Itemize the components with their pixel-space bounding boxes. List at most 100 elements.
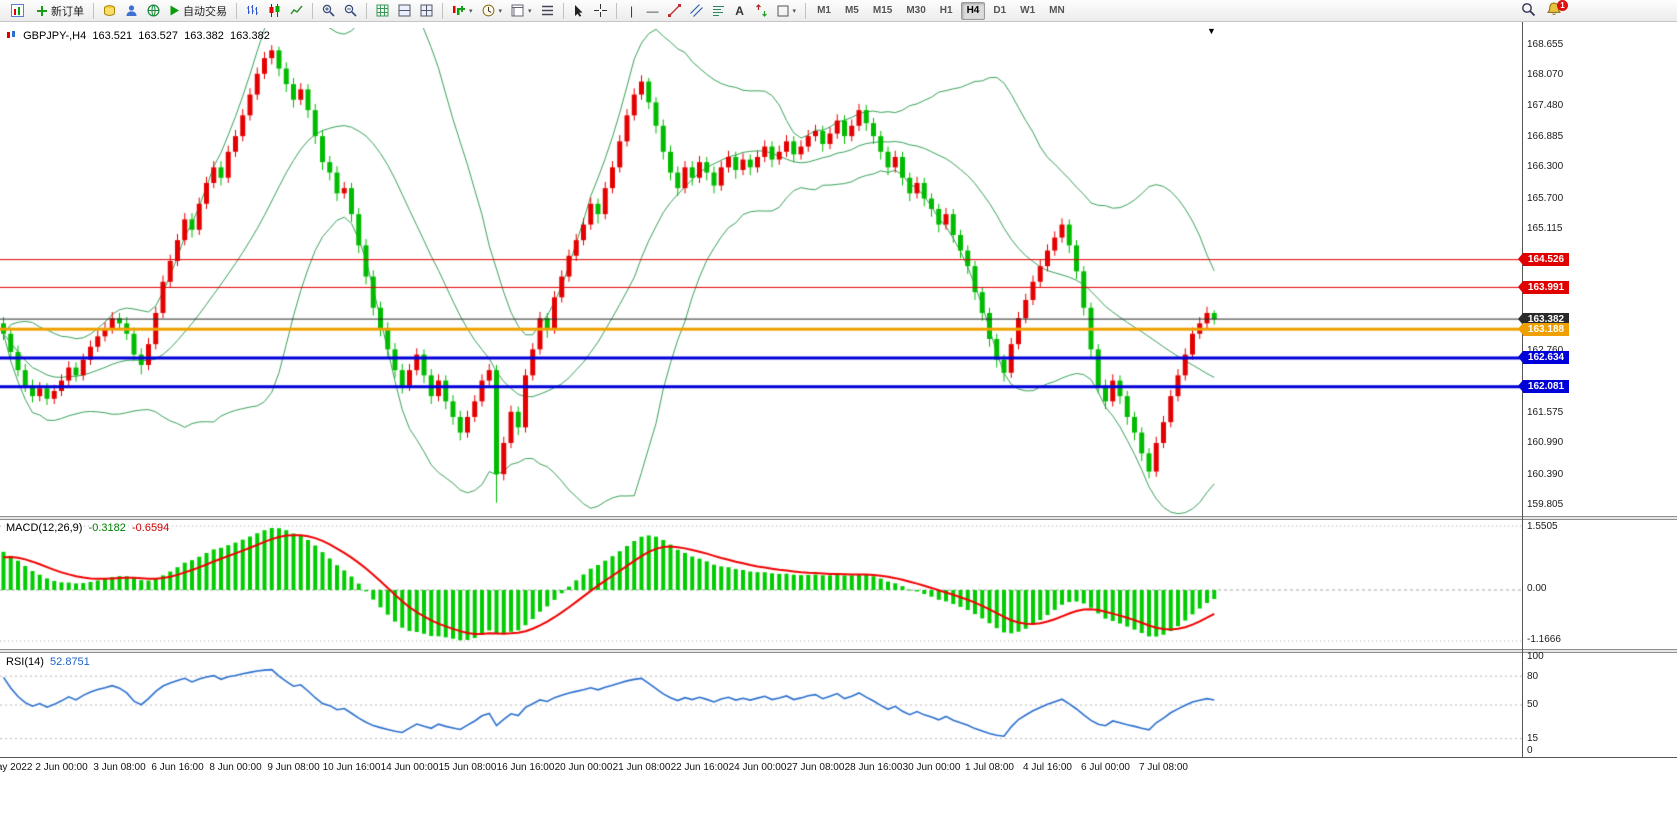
mini-candle-icon <box>6 30 16 43</box>
shapes-button[interactable]: ▾ <box>773 1 801 20</box>
timeframe-group: M1 M5 M15 M30 H1 H4 D1 W1 MN <box>811 1 1071 20</box>
macd-canvas[interactable] <box>0 520 1522 649</box>
toolbar-separator <box>805 2 807 19</box>
new-chart-button[interactable]: ▾ <box>448 1 477 20</box>
macd-scale-max: 1.5505 <box>1527 521 1558 532</box>
rsi-label: RSI(14) <box>6 656 44 668</box>
price-scale-label: 167.480 <box>1527 100 1564 111</box>
price-scale-label: 160.390 <box>1527 468 1564 480</box>
macd-indicator-title: MACD(12,26,9) -0.3182 -0.6594 <box>6 522 169 534</box>
horizontal-line-icon[interactable]: — <box>643 1 663 20</box>
toolbar-separator <box>93 2 94 19</box>
rsi-canvas[interactable] <box>0 653 1522 757</box>
price-tag-162.634: 162.634 <box>1518 351 1569 365</box>
timeframe-d1-button[interactable]: D1 <box>987 2 1012 20</box>
dropdown-arrow-icon: ▾ <box>528 7 532 15</box>
price-scale-label: 168.070 <box>1527 69 1564 81</box>
time-axis-label: 24 Jun 00:00 <box>728 762 787 773</box>
price-tag-163.382: 163.382 <box>1518 312 1569 326</box>
time-axis-label: 7 Jul 08:00 <box>1139 762 1188 773</box>
cascade-windows-icon[interactable] <box>416 1 437 20</box>
ohlc-open: 163.521 <box>92 30 133 42</box>
candles-chart-icon[interactable] <box>264 1 285 20</box>
macd-label: MACD(12,26,9) <box>6 522 83 534</box>
trendline-icon[interactable] <box>664 1 685 20</box>
price-scale-label: 159.805 <box>1527 499 1564 511</box>
toolbar-separator <box>312 2 313 19</box>
arrows-icon[interactable] <box>751 1 772 20</box>
globe-icon[interactable] <box>143 1 164 20</box>
scroll-end-marker[interactable]: ▼ <box>1207 26 1216 36</box>
timeframe-m1-button[interactable]: M1 <box>811 2 837 20</box>
new-order-button[interactable]: 新订单 <box>32 1 88 20</box>
toolbar-separator <box>366 2 367 19</box>
auto-trading-label: 自动交易 <box>183 5 227 18</box>
dropdown-arrow-icon: ▾ <box>469 7 473 15</box>
time-axis-label: 30 Jun 00:00 <box>902 762 961 773</box>
timeframe-w1-button[interactable]: W1 <box>1014 2 1041 20</box>
auto-trading-button[interactable]: 自动交易 <box>165 1 231 20</box>
zoom-in-icon[interactable] <box>318 1 339 20</box>
fibonacci-icon[interactable] <box>708 1 729 20</box>
main-toolbar: 新订单 自动交易 ▾ ▾ <box>0 0 1677 22</box>
coins-icon[interactable] <box>99 1 120 20</box>
rsi-scale-80: 80 <box>1527 671 1539 682</box>
vertical-line-icon[interactable]: | <box>622 1 642 20</box>
timeframe-m5-button[interactable]: M5 <box>839 2 865 20</box>
rsi-indicator-title: RSI(14) 52.8751 <box>6 656 90 668</box>
timeframe-mn-button[interactable]: MN <box>1043 2 1071 20</box>
periods-button[interactable]: ▾ <box>478 1 507 20</box>
tile-windows-icon[interactable] <box>394 1 415 20</box>
symbol-period-label: GBPJPY-,H4 <box>23 30 87 42</box>
price-scale-label: 166.300 <box>1527 161 1564 173</box>
text-icon[interactable]: A <box>730 1 750 20</box>
toolbar-separator <box>615 2 617 19</box>
time-axis-label: 15 Jun 08:00 <box>438 762 497 773</box>
timeframe-h4-button[interactable]: H4 <box>960 1 986 20</box>
rsi-value: 52.8751 <box>50 656 90 668</box>
time-axis-label: 1 Jul 08:00 <box>965 762 1014 773</box>
toolbar-separator <box>562 2 564 19</box>
toolbar-separator <box>442 2 443 19</box>
timeframe-m15-button[interactable]: M15 <box>867 2 898 20</box>
rsi-scale-100: 100 <box>1527 651 1544 662</box>
timeframe-h1-button[interactable]: H1 <box>934 2 959 20</box>
time-axis-label: 31 May 2022 <box>0 762 33 773</box>
crosshair-icon[interactable] <box>590 1 611 20</box>
rsi-scale-0: 0 <box>1527 745 1533 756</box>
time-axis-label: 2 Jun 00:00 <box>35 762 88 773</box>
chart-window-icon <box>3 0 31 21</box>
line-chart-icon[interactable] <box>286 1 307 20</box>
dropdown-arrow-icon: ▾ <box>792 7 797 15</box>
cursor-icon[interactable] <box>569 1 589 20</box>
user-icon[interactable] <box>121 1 142 20</box>
price-scale-label: 161.575 <box>1527 407 1564 419</box>
bar-chart-icon[interactable] <box>242 1 263 20</box>
price-tag-163.188: 163.188 <box>1518 322 1569 336</box>
time-axis-border <box>0 757 1677 758</box>
macd-panel-divider[interactable] <box>0 516 1677 520</box>
price-scale-label: 160.990 <box>1527 437 1564 449</box>
zoom-out-icon[interactable] <box>340 1 361 20</box>
time-axis-label: 10 Jun 16:00 <box>322 762 381 773</box>
macd-scale-zero: 0.00 <box>1527 583 1547 594</box>
time-axis-label: 6 Jun 16:00 <box>151 762 204 773</box>
window-list-icon[interactable] <box>537 1 558 20</box>
time-axis-label: 28 Jun 16:00 <box>844 762 903 773</box>
dropdown-arrow-icon: ▾ <box>498 7 503 15</box>
notifications-icon[interactable]: 1 <box>1545 0 1568 20</box>
rsi-scale-15: 15 <box>1527 733 1539 744</box>
price-chart-canvas[interactable] <box>0 28 1522 516</box>
timeframe-m30-button[interactable]: M30 <box>900 2 931 20</box>
price-scale-label: 162.760 <box>1527 345 1564 357</box>
price-tag-163.991: 163.991 <box>1518 280 1569 294</box>
grid-icon[interactable] <box>372 1 393 20</box>
rsi-scale-50: 50 <box>1527 699 1539 710</box>
ohlc-close: 163.382 <box>230 30 270 42</box>
rsi-panel-divider[interactable] <box>0 649 1677 653</box>
search-icon[interactable] <box>1519 1 1538 20</box>
templates-button[interactable]: ▾ <box>507 1 536 20</box>
time-axis-label: 9 Jun 08:00 <box>267 762 320 773</box>
time-axis-label: 27 Jun 08:00 <box>786 762 845 773</box>
channel-icon[interactable] <box>686 1 707 20</box>
